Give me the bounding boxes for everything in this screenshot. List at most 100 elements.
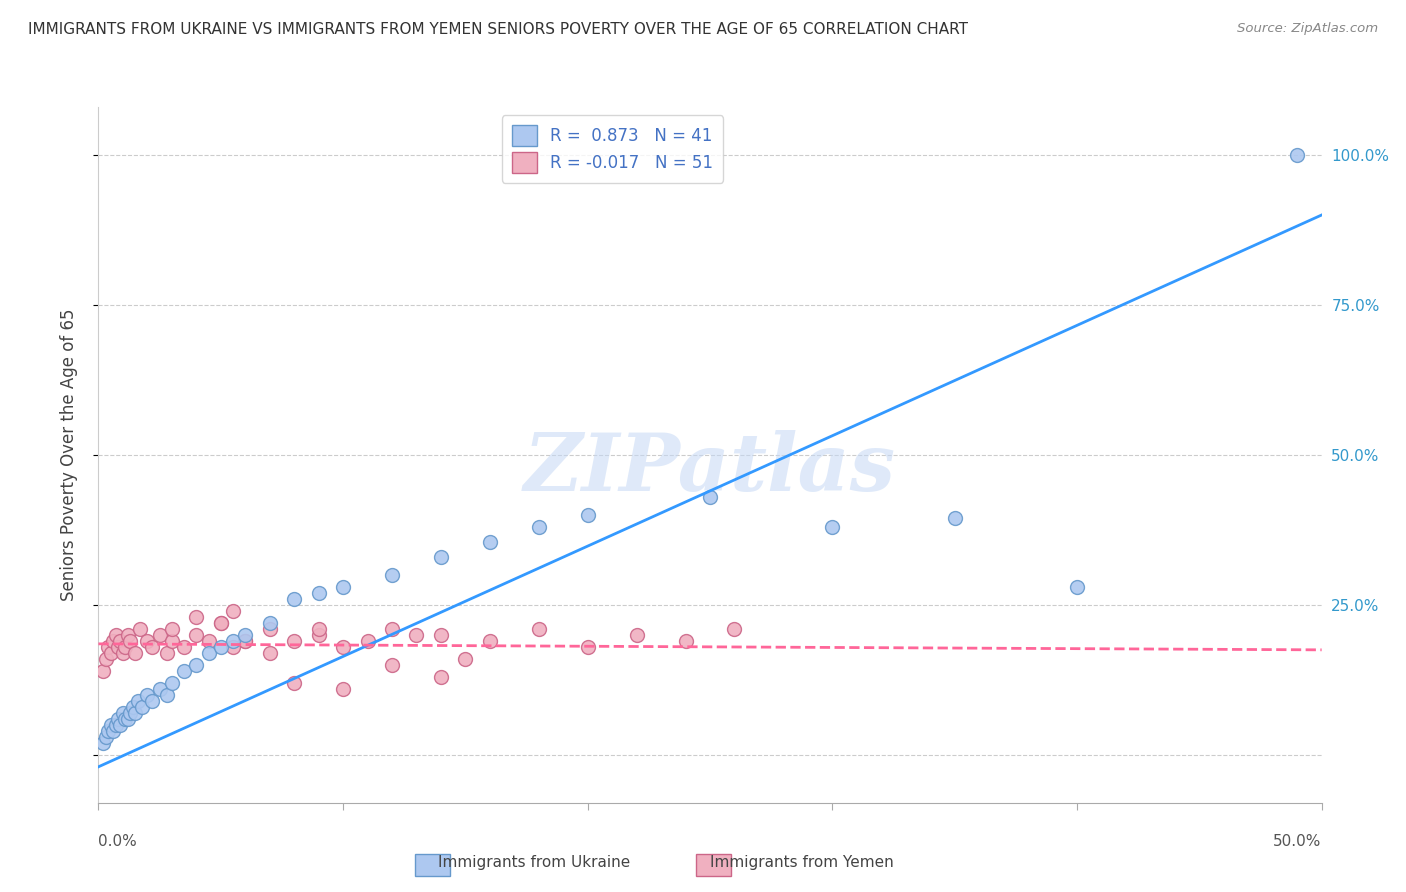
Point [454,652,477,666]
Text: Immigrants from Yemen: Immigrants from Yemen [710,855,893,870]
Point [527,520,550,534]
Point [283,633,305,648]
Point [111,706,134,720]
Point [117,712,139,726]
Point [197,646,219,660]
Point [101,723,124,738]
Point [186,657,208,672]
Point [332,681,354,696]
Point [100,718,122,732]
Point [222,640,245,654]
Point [97,640,120,654]
Point [356,633,378,648]
Point [259,646,281,660]
Point [626,628,648,642]
Point [209,615,232,630]
Point [127,694,149,708]
Point [124,646,146,660]
Point [131,699,153,714]
Point [943,511,966,525]
Legend: R =  0.873   N = 41, R = -0.017   N = 51: R = 0.873 N = 41, R = -0.017 N = 51 [502,115,723,183]
Point [283,676,305,690]
Text: 0.0%: 0.0% [98,834,138,849]
Point [120,706,142,720]
FancyBboxPatch shape [415,854,450,876]
Point [94,652,117,666]
Text: Source: ZipAtlas.com: Source: ZipAtlas.com [1237,22,1378,36]
Point [114,712,136,726]
Point [91,664,114,678]
Point [381,657,404,672]
Point [97,723,120,738]
Point [308,586,330,600]
Point [430,549,453,564]
Point [197,633,219,648]
Point [1286,148,1309,162]
Point [233,633,256,648]
Point [111,646,134,660]
Point [136,633,159,648]
Point [173,664,195,678]
Point [332,580,354,594]
Point [149,628,172,642]
Point [94,730,117,744]
Point [160,622,183,636]
Point [675,633,697,648]
Point [160,633,183,648]
Text: ZIPatlas: ZIPatlas [524,430,896,508]
Point [381,622,404,636]
Point [141,694,163,708]
Point [478,534,501,549]
Point [114,640,136,654]
Point [576,508,599,522]
Text: 50.0%: 50.0% [1274,834,1322,849]
Point [101,633,124,648]
Point [259,622,281,636]
Point [104,718,127,732]
FancyBboxPatch shape [696,854,731,876]
Point [209,615,232,630]
Point [1066,580,1088,594]
Point [156,688,179,702]
Point [141,640,163,654]
Point [405,628,427,642]
Point [91,736,114,750]
Point [233,628,256,642]
Y-axis label: Seniors Poverty Over the Age of 65: Seniors Poverty Over the Age of 65 [59,309,77,601]
Text: Immigrants from Ukraine: Immigrants from Ukraine [439,855,630,870]
Point [233,633,256,648]
Point [186,628,208,642]
Point [107,712,129,726]
Point [209,640,232,654]
Point [186,610,208,624]
Point [381,567,404,582]
Point [478,633,501,648]
Point [117,628,139,642]
Point [110,633,132,648]
Point [173,640,195,654]
Point [430,628,453,642]
Point [332,640,354,654]
Point [110,718,132,732]
Point [156,646,179,660]
Point [527,622,550,636]
Point [124,706,146,720]
Point [222,633,245,648]
Point [149,681,172,696]
Point [576,640,599,654]
Point [283,591,305,606]
Point [259,615,281,630]
Point [129,622,152,636]
Text: IMMIGRANTS FROM UKRAINE VS IMMIGRANTS FROM YEMEN SENIORS POVERTY OVER THE AGE OF: IMMIGRANTS FROM UKRAINE VS IMMIGRANTS FR… [28,22,969,37]
Point [699,490,721,504]
Point [308,628,330,642]
Point [222,604,245,618]
Point [120,633,142,648]
Point [104,628,127,642]
Point [160,676,183,690]
Point [121,699,143,714]
Point [136,688,159,702]
Point [821,520,844,534]
Point [100,646,122,660]
Point [430,670,453,684]
